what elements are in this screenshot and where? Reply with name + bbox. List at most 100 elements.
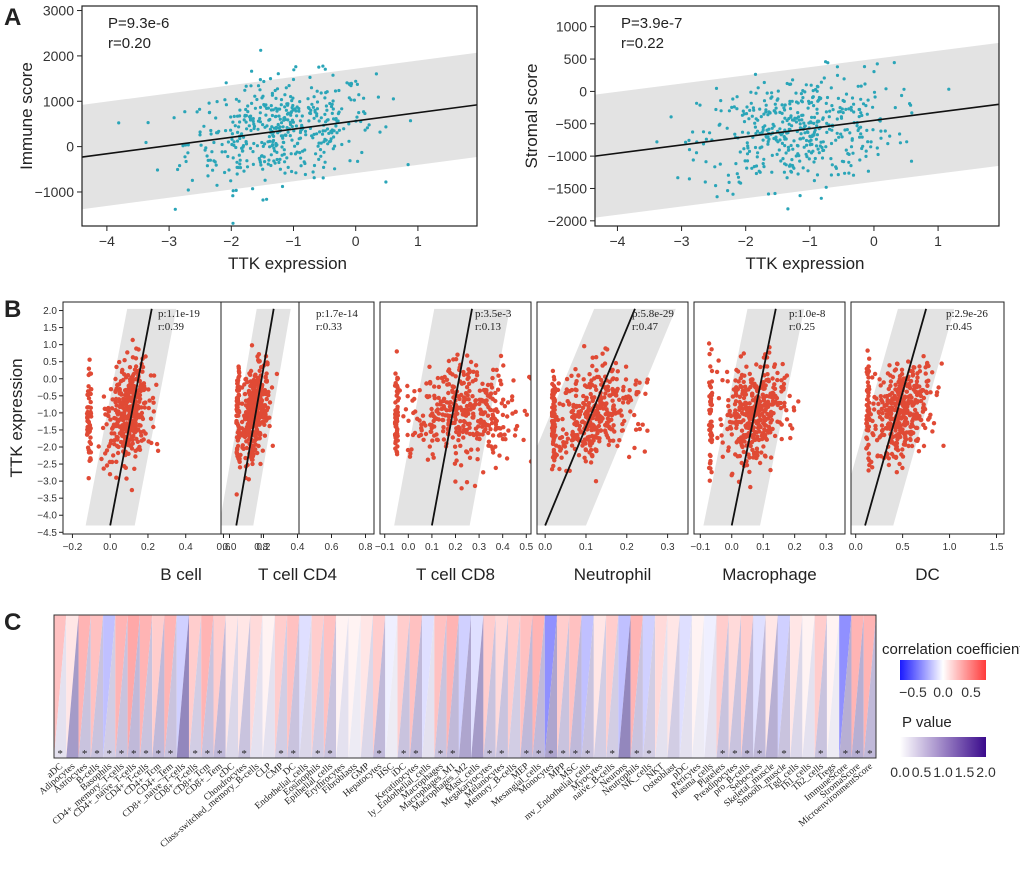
immune-point: [308, 75, 312, 79]
timer-cell-type-label: DC: [915, 565, 940, 584]
immune-point: [249, 114, 253, 118]
stromal-p-value: P=3.9e-7: [621, 15, 682, 32]
immune-point: [235, 172, 239, 176]
immune-point: [275, 143, 279, 147]
stromal-point: [773, 102, 777, 106]
stromal-point: [844, 148, 848, 152]
timer-xtick-label: 0.0: [849, 542, 863, 553]
timer-point: [621, 395, 626, 401]
timer-point: [593, 479, 599, 484]
timer-ylabel: TTK expression: [7, 358, 26, 477]
immune-point: [232, 143, 236, 147]
immune-point: [297, 109, 301, 113]
stromal-point: [782, 170, 787, 174]
immune-point: [322, 165, 326, 169]
stromal-point: [766, 140, 770, 144]
timer-point: [904, 430, 909, 435]
timer-point: [133, 356, 139, 361]
stromal-point: [829, 141, 834, 146]
timer-point: [554, 452, 559, 458]
stromal-point: [842, 160, 846, 164]
stromal-point: [801, 96, 805, 100]
timer-point: [610, 398, 615, 403]
timer-point: [129, 487, 135, 493]
timer-point: [553, 386, 558, 391]
timer-point: [143, 400, 148, 405]
immune-point: [288, 120, 292, 124]
stromal-point: [898, 141, 903, 145]
immune-point: [337, 110, 341, 114]
timer-point: [741, 449, 746, 455]
timer-point: [564, 431, 569, 437]
immune-point: [238, 162, 242, 166]
panel-c: *aDCAdipocytes*Astrocytes*B-cells*Basoph…: [38, 614, 1020, 850]
stromal-point: [731, 192, 735, 196]
timer-point: [442, 406, 447, 411]
stromal-point: [888, 134, 892, 138]
immune-point: [208, 158, 212, 162]
immune-point: [312, 116, 316, 120]
timer-point: [459, 407, 465, 412]
timer-point: [888, 379, 894, 384]
timer-point: [605, 347, 610, 352]
stromal-point: [830, 104, 834, 108]
timer-point: [598, 428, 604, 433]
stromal-point: [780, 111, 784, 115]
timer-point: [461, 427, 466, 433]
timer-point: [926, 417, 931, 422]
immune-point: [215, 100, 219, 104]
timer-point: [87, 428, 92, 433]
immune-point: [332, 135, 336, 139]
timer-point: [928, 390, 933, 395]
timer-point: [113, 396, 119, 402]
timer-point: [247, 421, 252, 427]
timer-point: [911, 365, 916, 370]
stromal-point: [835, 65, 840, 69]
timer-point: [500, 412, 506, 418]
timer-point: [550, 455, 556, 460]
immune-point: [253, 106, 257, 110]
timer-point: [765, 402, 771, 407]
immune-ytick-label: 3000: [43, 3, 74, 19]
timer-point: [604, 387, 609, 392]
timer-point: [505, 400, 511, 405]
immune-point: [256, 84, 261, 88]
stromal-point: [827, 115, 831, 119]
immune-point: [267, 158, 271, 162]
immune-point: [347, 139, 351, 143]
timer-point: [866, 451, 872, 456]
immune-ytick-label: 2000: [43, 48, 74, 64]
timer-point: [771, 391, 776, 396]
stromal-point: [794, 100, 799, 104]
timer-point: [393, 371, 398, 376]
stromal-point: [859, 84, 863, 88]
timer-point: [627, 388, 632, 393]
timer-point: [766, 428, 771, 433]
timer-point: [921, 443, 927, 449]
immune-point: [391, 97, 395, 101]
stromal-point: [790, 99, 794, 103]
timer-xtick-label: 0.0: [401, 542, 415, 553]
immune-point: [186, 143, 190, 147]
immune-point: [281, 134, 285, 138]
timer-point: [122, 358, 127, 363]
timer-point: [709, 347, 714, 352]
timer-r-value: r:0.45: [946, 321, 972, 333]
timer-r-value: r:0.25: [789, 321, 815, 333]
timer-point: [885, 371, 891, 376]
stromal-point: [847, 160, 851, 164]
stromal-point: [801, 166, 805, 170]
immune-point: [223, 98, 227, 102]
stromal-point: [843, 171, 847, 175]
timer-point: [551, 447, 557, 453]
timer-point: [462, 419, 467, 425]
timer-point: [496, 373, 501, 378]
timer-xtick-label: 0.5: [519, 542, 533, 553]
immune-point: [278, 167, 282, 171]
stromal-point: [869, 140, 873, 144]
stromal-point: [851, 151, 855, 155]
stromal-point: [849, 105, 853, 109]
immune-point: [342, 127, 346, 131]
stromal-ytick-label: 0: [579, 83, 587, 99]
timer-point: [485, 413, 491, 418]
